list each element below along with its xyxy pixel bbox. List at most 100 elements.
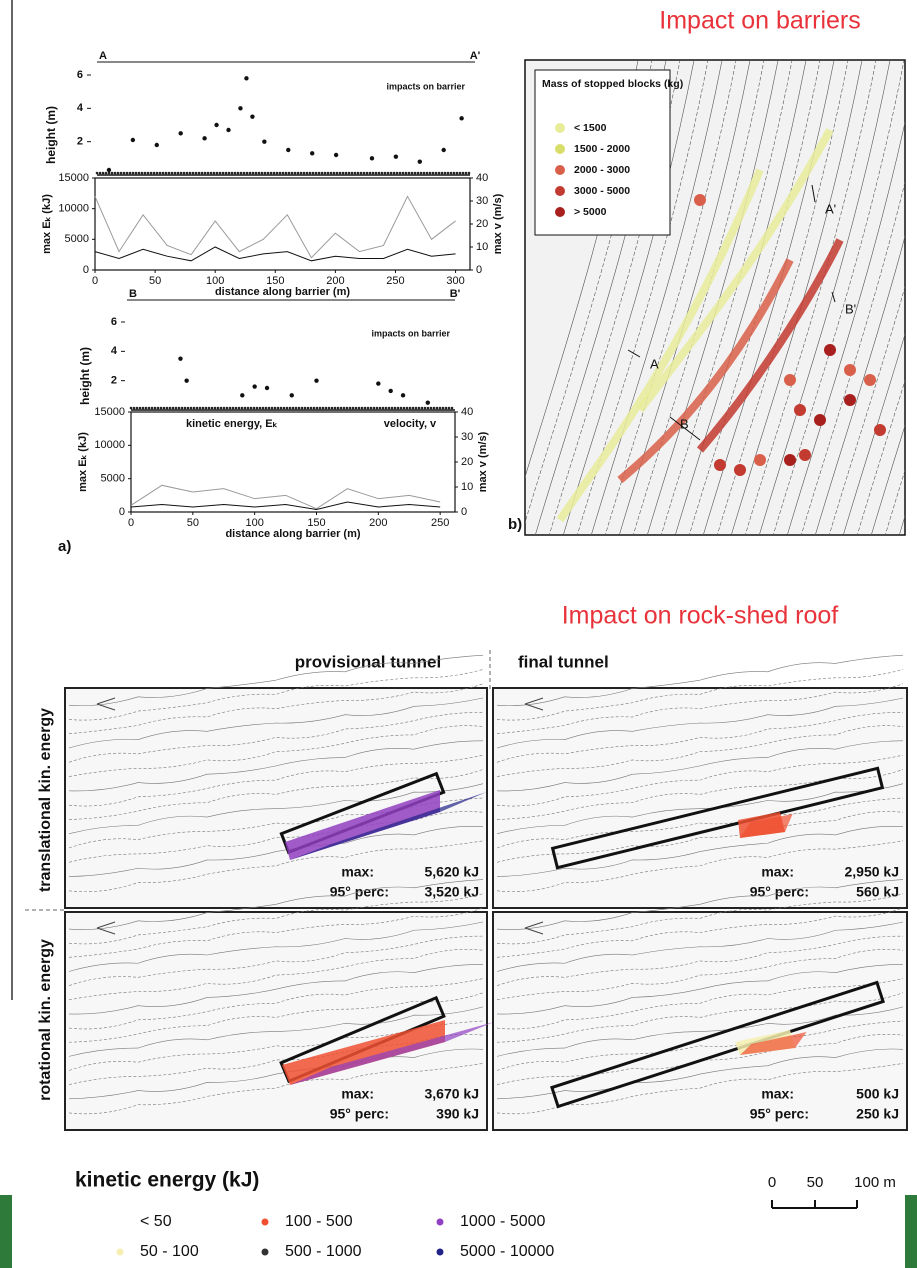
title: Impact on barriers xyxy=(659,7,860,35)
baseline-dot xyxy=(345,172,348,175)
legend-label: 3000 - 5000 xyxy=(574,185,630,197)
scale-label: 50 xyxy=(807,1174,824,1191)
baseline-dot xyxy=(175,407,178,410)
baseline-dot xyxy=(342,172,345,175)
baseline-dot xyxy=(186,172,189,175)
impact-point xyxy=(252,384,256,388)
series-line xyxy=(95,196,456,257)
stat-label: 95° perc: xyxy=(750,884,809,900)
y-tick-label: 4 xyxy=(111,345,118,357)
impact-point xyxy=(286,148,290,152)
baseline-dot xyxy=(273,172,276,175)
legend-swatch xyxy=(262,1219,268,1225)
baseline-dot xyxy=(238,407,241,410)
y2-tick-label: 30 xyxy=(476,195,488,207)
baseline-dot xyxy=(280,407,283,410)
stopped-block xyxy=(824,344,836,356)
legend-label: 500 - 1000 xyxy=(285,1243,362,1260)
contour xyxy=(906,50,917,560)
baseline-dot xyxy=(198,172,201,175)
stopped-block xyxy=(794,404,806,416)
stat-label: max: xyxy=(341,864,374,880)
baseline-dot xyxy=(439,407,442,410)
x-axis-label: distance along barrier (m) xyxy=(225,528,360,540)
baseline-dot xyxy=(192,172,195,175)
baseline-dot xyxy=(277,407,280,410)
baseline-dot xyxy=(394,407,397,410)
stopped-block xyxy=(874,424,886,436)
baseline-dot xyxy=(421,407,424,410)
column-header: final tunnel xyxy=(518,652,609,671)
baseline-dot xyxy=(229,407,232,410)
baseline-dot xyxy=(126,172,129,175)
baseline-dot xyxy=(141,172,144,175)
baseline-dot xyxy=(207,172,210,175)
baseline-dot xyxy=(160,407,163,410)
baseline-dot xyxy=(219,172,222,175)
baseline-dot xyxy=(339,172,342,175)
baseline-dot xyxy=(354,172,357,175)
baseline-dot xyxy=(262,407,265,410)
stat-label: max: xyxy=(761,864,794,880)
baseline-dot xyxy=(445,407,448,410)
baseline-dot xyxy=(420,172,423,175)
baseline-dot xyxy=(171,172,174,175)
baseline-dot xyxy=(165,172,168,175)
baseline-dot xyxy=(151,407,154,410)
impact-point xyxy=(202,136,206,140)
impact-point xyxy=(418,159,422,163)
baseline-dot xyxy=(357,172,360,175)
baseline-dot xyxy=(99,172,102,175)
baseline-dot xyxy=(363,172,366,175)
baseline-dot xyxy=(187,407,190,410)
baseline-dot xyxy=(268,407,271,410)
baseline-dot xyxy=(250,407,253,410)
baseline-dot xyxy=(336,172,339,175)
legend-label: 100 - 500 xyxy=(285,1213,353,1230)
baseline-dot xyxy=(349,407,352,410)
baseline-dot xyxy=(435,172,438,175)
x-tick-label: 50 xyxy=(187,517,199,529)
y2-tick-label: 10 xyxy=(476,241,488,253)
x-tick-label: 0 xyxy=(92,275,98,287)
baseline-dot xyxy=(306,172,309,175)
baseline-dot xyxy=(147,172,150,175)
legend-swatch xyxy=(555,165,565,175)
y-tick-label: 0 xyxy=(119,506,125,518)
baseline-dot xyxy=(156,172,159,175)
y-axis-label: max Eₖ (kJ) xyxy=(41,194,53,254)
annotation: impacts on barrier xyxy=(386,81,465,91)
legend-swatch xyxy=(437,1219,443,1225)
series-line xyxy=(95,247,456,261)
y-tick-label: 10000 xyxy=(94,439,125,451)
stat-value: 560 kJ xyxy=(856,884,899,900)
baseline-dot xyxy=(436,407,439,410)
baseline-dot xyxy=(316,407,319,410)
section-label: B' xyxy=(450,288,461,300)
baseline-dot xyxy=(453,172,456,175)
impact-point xyxy=(178,356,182,360)
legend-swatch xyxy=(555,123,565,133)
baseline-dot xyxy=(409,407,412,410)
baseline-dot xyxy=(111,172,114,175)
baseline-dot xyxy=(369,172,372,175)
stopped-block xyxy=(734,464,746,476)
impact-point xyxy=(262,139,266,143)
stopped-block xyxy=(844,394,856,406)
baseline-dot xyxy=(258,172,261,175)
baseline-dot xyxy=(468,172,471,175)
impact-point xyxy=(290,393,294,397)
y2-tick-label: 20 xyxy=(461,456,473,468)
baseline-dot xyxy=(226,407,229,410)
baseline-dot xyxy=(225,172,228,175)
baseline-dot xyxy=(433,407,436,410)
baseline-dot xyxy=(135,172,138,175)
section-label: A' xyxy=(470,50,481,62)
y-tick-label: 6 xyxy=(111,316,117,328)
y2-axis-label: max v (m/s) xyxy=(492,193,504,254)
baseline-dot xyxy=(153,172,156,175)
baseline-dot xyxy=(414,172,417,175)
baseline-dot xyxy=(301,407,304,410)
stopped-block xyxy=(844,364,856,376)
baseline-dot xyxy=(411,172,414,175)
